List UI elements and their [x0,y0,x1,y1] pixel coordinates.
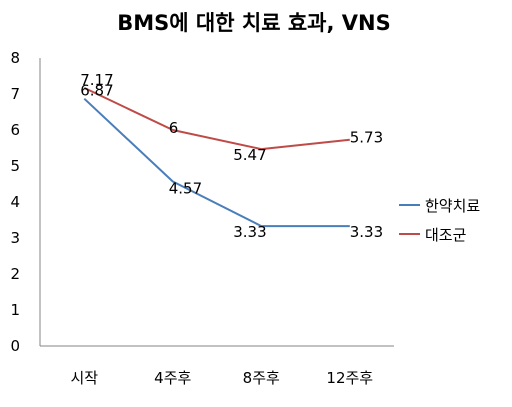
chart-title: BMS에 대한 치료 효과, VNS [117,11,390,35]
series-line-1 [83,97,350,228]
y-tick-label: 7 [10,85,20,103]
data-labels: 6.87 4.57 3.33 3.33 7.17 6 5.47 5.73 [80,71,383,241]
series-line-2 [83,86,350,151]
data-label: 6.87 [80,82,113,100]
x-tick-label: 12주후 [326,369,373,387]
y-tick-label: 2 [10,265,20,283]
data-label: 7.17 [80,71,113,89]
data-label: 5.73 [350,129,383,147]
y-tick-label: 3 [10,229,20,247]
data-label: 5.47 [233,146,266,164]
legend-label: 대조군 [425,226,467,244]
x-tick-label: 시작 [70,369,98,387]
x-tick-label: 4주후 [154,369,191,387]
y-tick-label: 0 [10,337,20,355]
series-lines [83,86,350,228]
y-tick-labels: 0 1 2 3 4 5 6 7 8 [10,49,20,355]
legend-label: 한약치료 [425,197,480,215]
y-tick-label: 6 [10,121,20,139]
data-label: 6 [169,119,179,137]
y-tick-label: 8 [10,49,20,67]
y-tick-label: 4 [10,193,20,211]
y-tick-label: 1 [10,301,20,319]
data-label: 3.33 [350,223,383,241]
x-tick-labels: 시작 4주후 8주후 12주후 [70,369,373,387]
data-label: 4.57 [169,179,202,197]
data-label: 3.33 [233,223,266,241]
y-tick-label: 5 [10,157,20,175]
x-tick-label: 8주후 [243,369,280,387]
